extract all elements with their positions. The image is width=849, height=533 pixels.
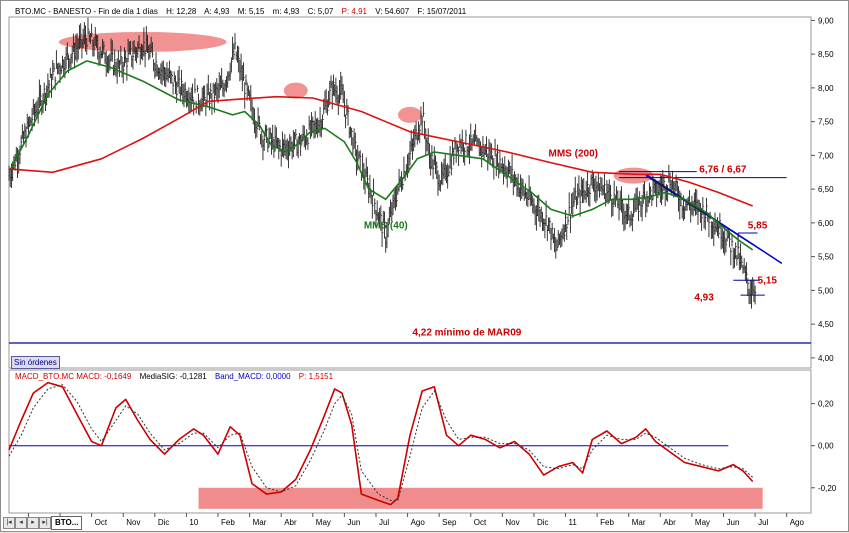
signal-value-label: MediaSIG: -0,1281 <box>139 372 207 381</box>
date-label: F: 15/07/2011 <box>417 7 467 16</box>
sin-ordenes-badge[interactable]: Sin órdenes <box>11 356 60 369</box>
price-tick-label: 4,50 <box>818 320 834 329</box>
price-tick-label: 8,50 <box>818 50 834 59</box>
x-tick-label: Feb <box>600 518 614 527</box>
x-tick-label: Sep <box>442 518 457 527</box>
macd-header: MACD_BTO.MC MACD: -0,1649 MediaSIG: -0,1… <box>15 372 333 381</box>
macd-line <box>8 381 754 506</box>
ask-label: A: 4,93 <box>204 7 230 16</box>
x-tick-label: Ago <box>411 518 426 527</box>
mms-40-line <box>8 60 754 251</box>
macd-price-label: P: 1,5151 <box>298 372 334 381</box>
annotation-6-76: 6,76 / 6,67 <box>699 164 747 175</box>
annotation-5-85: 5,85 <box>748 220 768 231</box>
tab-bar: |◂ ◂ ▸ ▸| BTO... <box>1 515 849 531</box>
x-tick-label: Oct <box>95 518 108 527</box>
x-tick-label: 11 <box>569 518 578 527</box>
x-tick-label: Ago <box>790 518 805 527</box>
macd-signal-line <box>8 384 754 501</box>
x-tick-label: Oct <box>474 518 487 527</box>
high-label: H: 12,28 <box>166 7 197 16</box>
price-tick-label: 4,00 <box>818 354 834 363</box>
annotation-5-15: 5,15 <box>758 276 778 287</box>
peak-highlight <box>283 82 308 99</box>
x-tick-label: Jun <box>347 518 360 527</box>
peak-highlight <box>398 106 422 123</box>
macd-tick-label: 0,20 <box>818 400 834 409</box>
price-tick-label: 6,00 <box>818 219 834 228</box>
x-tick-label: Abr <box>284 518 297 527</box>
price-tick-label: 5,00 <box>818 286 834 295</box>
first-tab-button[interactable]: |◂ <box>3 517 15 529</box>
price-tick-label: 7,00 <box>818 151 834 160</box>
annotation-mms-200: MMS (200) <box>549 149 598 160</box>
tab-bto[interactable]: BTO... <box>51 516 83 530</box>
macd-tick-label: -0,20 <box>818 484 837 493</box>
x-tick-label: Mar <box>632 518 646 527</box>
annotation-mms-40: MMS (40) <box>364 220 408 231</box>
price-tick-label: 9,00 <box>818 16 834 25</box>
x-tick-label: May <box>316 518 331 527</box>
close-label: C: 5,07 <box>307 7 334 16</box>
annotation-4-93: 4,93 <box>694 293 714 304</box>
price-tick-label: 5,50 <box>818 253 834 262</box>
last-tab-button[interactable]: ▸| <box>39 517 51 529</box>
x-tick-label: Abr <box>663 518 676 527</box>
price-tick-label: 6,50 <box>818 185 834 194</box>
volume-label: V: 54.607 <box>375 7 410 16</box>
price-tick-label: 8,00 <box>818 84 834 93</box>
band-value-label: Band_MACD: 0,0000 <box>214 372 291 381</box>
mms-200-line <box>8 95 753 207</box>
x-tick-label: Mar <box>253 518 267 527</box>
x-tick-label: Dic <box>537 518 549 527</box>
x-tick-label: 10 <box>189 518 198 527</box>
min-label: m: 4,93 <box>272 7 300 16</box>
symbol-label: BTO.MC - BANESTO - Fin de día 1 días <box>15 7 158 16</box>
macd-value-label: MACD_BTO.MC MACD: -0,1649 <box>15 372 132 381</box>
next-tab-button[interactable]: ▸ <box>27 517 39 529</box>
price-tick-label: 7,50 <box>818 118 834 127</box>
x-tick-label: Nov <box>505 518 519 527</box>
x-tick-label: Jul <box>379 518 389 527</box>
annotation-minimo: 4,22 mínimo de MAR09 <box>412 328 521 339</box>
x-tick-label: Feb <box>221 518 235 527</box>
price-panel <box>8 16 812 369</box>
x-tick-label: Jun <box>727 518 740 527</box>
peak-highlight <box>58 31 227 52</box>
x-tick-label: Jul <box>758 518 768 527</box>
price-label: P: 4,91 <box>341 7 367 16</box>
prev-tab-button[interactable]: ◂ <box>15 517 27 529</box>
x-tick-label: May <box>695 518 710 527</box>
x-tick-label: Nov <box>126 518 140 527</box>
macd-tick-label: 0,00 <box>818 442 834 451</box>
price-header: BTO.MC - BANESTO - Fin de día 1 días H: … <box>15 7 466 16</box>
max-label: M: 5,15 <box>237 7 265 16</box>
x-tick-label: Dic <box>158 518 170 527</box>
macd-oversold-zone <box>198 487 763 509</box>
